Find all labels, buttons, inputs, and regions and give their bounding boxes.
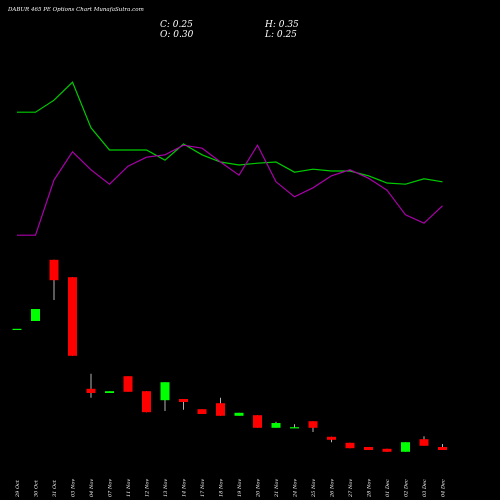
moving-average-line [17,143,443,236]
candle-body [308,421,318,428]
chart-title: DABUR 465 PE Options Chart MunafaSutra.c… [7,7,144,13]
x-tick-label: 25 Nov [311,479,317,498]
candle-body [142,391,151,413]
candle-body [401,442,410,452]
x-tick-label: 11 Nov [126,479,132,497]
x-tick-label: 19 Nov [237,479,243,497]
candle-body [31,309,40,321]
x-tick-label: 26 Nov [330,479,336,498]
x-tick-label: 30 Oct [34,479,40,497]
candle-body [160,382,170,401]
x-tick-label: 04 Dec [441,479,447,497]
x-tick-label: 28 Nov [367,479,373,498]
x-tick-label: 12 Nov [145,479,151,497]
candle-body [327,436,336,440]
x-tick-label: 01 Dec [385,479,391,497]
candle-body [216,403,225,416]
x-tick-label: 04 Nov [89,479,95,497]
candle-body [438,447,447,450]
candle-body [12,328,22,330]
x-tick-label: 13 Nov [163,479,169,497]
candle-body [382,448,392,452]
candle-body [179,399,188,402]
candle-body [419,439,429,446]
x-tick-label: 20 Nov [256,479,262,498]
candle-body [68,277,77,356]
x-tick-label: 24 Nov [293,479,299,498]
x-tick-label: 14 Nov [182,479,188,497]
candle-body [364,447,373,450]
x-tick-label: 29 Oct [15,479,21,498]
candle-body [271,423,281,428]
candle-body [49,259,59,281]
candle-body [86,388,96,393]
candle-body [253,415,262,428]
low-label: L: 0.25 [264,30,297,40]
candle-body [123,376,133,392]
close-label: C: 0.25 [160,20,193,30]
candle-body [345,442,355,449]
x-tick-label: 03 Dec [422,479,428,497]
x-tick-label: 17 Nov [200,479,206,497]
x-tick-label: 02 Dec [404,479,410,497]
high-label: H: 0.35 [264,20,299,30]
candle-body [234,412,244,416]
open-label: O: 0.30 [160,30,194,40]
candle-body [197,409,207,414]
x-tick-label: 31 Oct [52,479,58,497]
candle-body [290,427,299,429]
x-tick-label: 07 Nov [108,479,114,497]
candle-body [105,391,114,393]
x-tick-label: 18 Nov [219,479,225,497]
moving-average-line [17,81,443,185]
x-tick-label: 27 Nov [348,479,354,498]
x-tick-label: 21 Nov [274,479,280,498]
x-tick-label: 03 Nov [71,479,77,497]
